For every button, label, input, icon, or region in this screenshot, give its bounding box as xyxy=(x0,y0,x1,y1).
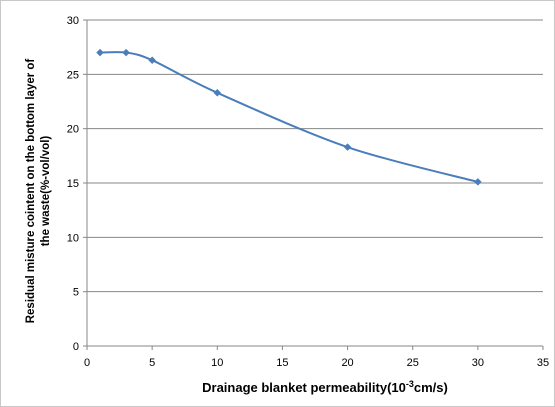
y-tick-label: 0 xyxy=(73,341,79,353)
axis-titles: Drainage blanket permeability(10-3cm/s) … xyxy=(25,59,448,395)
gridlines xyxy=(87,19,543,293)
y-axis-title-line-2: the waste(%-vol/vol) xyxy=(40,136,52,247)
data-point-marker xyxy=(148,56,156,65)
y-tick-label: 10 xyxy=(67,232,79,244)
series-line xyxy=(100,51,479,183)
data-series xyxy=(96,48,482,186)
y-tick-label: 5 xyxy=(73,287,79,299)
x-tick-label: 20 xyxy=(341,357,353,369)
x-tick-label: 10 xyxy=(211,357,223,369)
y-tick-label: 20 xyxy=(67,124,79,136)
x-tick-label: 0 xyxy=(84,357,90,369)
x-axis-title-unit: cm/s) xyxy=(414,380,448,395)
x-tick-label: 15 xyxy=(276,357,288,369)
x-axis-title: Drainage blanket permeability(10-3cm/s) xyxy=(202,379,448,395)
data-point-marker xyxy=(122,48,130,57)
y-axis-title-line-1: Residual misture cointent on the bottom … xyxy=(25,59,37,324)
x-tick-label: 25 xyxy=(407,357,419,369)
x-tick-label: 30 xyxy=(472,357,484,369)
x-axis-title-main: Drainage blanket permeability(10 xyxy=(202,380,406,395)
axes xyxy=(83,19,544,350)
x-tick-label: 35 xyxy=(537,357,549,369)
data-point-marker xyxy=(213,88,222,97)
tick-labels: 0 5 10 15 20 25 30 0 5 10 15 20 25 30 35 xyxy=(67,15,549,369)
y-tick-label: 30 xyxy=(67,15,79,27)
data-point-marker xyxy=(343,143,352,151)
y-tick-label: 25 xyxy=(67,69,79,81)
x-tick-label: 5 xyxy=(149,357,155,369)
data-point-marker xyxy=(474,178,482,186)
data-point-marker xyxy=(96,48,104,57)
y-tick-label: 15 xyxy=(67,178,79,190)
x-axis-title-exponent: -3 xyxy=(406,379,414,389)
